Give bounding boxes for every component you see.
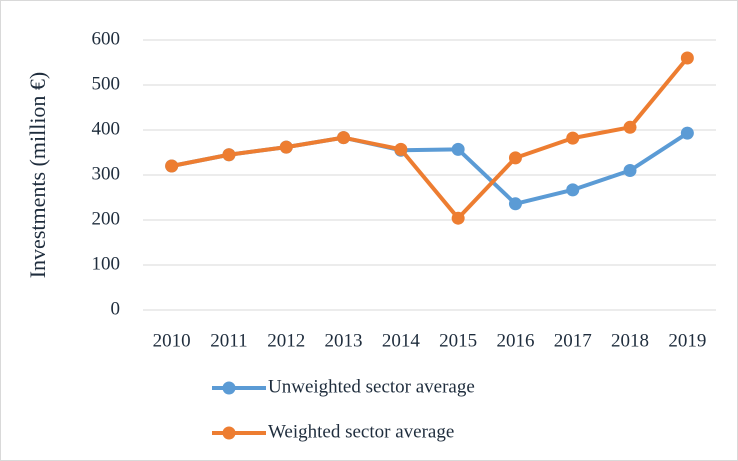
point: [623, 120, 637, 134]
y-tick-label: 400: [92, 118, 121, 139]
x-tick-label: 2019: [668, 330, 706, 351]
point: [623, 164, 637, 177]
point: [680, 51, 694, 65]
point: [451, 211, 465, 225]
x-tick-label: 2018: [611, 330, 649, 351]
point: [566, 183, 580, 197]
x-tick-label: 2016: [496, 330, 534, 351]
point: [508, 197, 522, 211]
point: [394, 142, 408, 156]
point: [508, 151, 522, 165]
legend-marker: [222, 381, 236, 395]
point: [451, 142, 465, 156]
point: [165, 159, 179, 173]
series-line: [171, 56, 689, 221]
y-axis-label: Investments (million €): [25, 72, 50, 279]
x-tick-label: 2013: [325, 330, 363, 351]
point: [680, 126, 694, 140]
y-tick-label: 100: [92, 253, 121, 274]
x-tick-label: 2014: [382, 330, 421, 351]
point: [337, 131, 351, 145]
point: [222, 148, 236, 162]
legend-label: Weighted sector average: [268, 421, 454, 442]
y-tick-label: 500: [92, 73, 121, 94]
y-tick-label: 600: [92, 28, 121, 49]
x-tick-label: 2017: [554, 330, 592, 351]
point: [566, 131, 580, 145]
y-tick-label: 300: [92, 163, 121, 184]
x-tick-label: 2012: [267, 330, 305, 351]
x-tick-label: 2010: [153, 330, 191, 351]
point: [279, 140, 293, 154]
x-tick-label: 2011: [210, 330, 247, 351]
y-tick-label: 200: [92, 208, 121, 229]
y-tick-label: 0: [111, 298, 121, 319]
x-tick-label: 2015: [439, 330, 477, 351]
legend-marker: [222, 426, 236, 440]
legend-label: Unweighted sector average: [268, 376, 475, 397]
